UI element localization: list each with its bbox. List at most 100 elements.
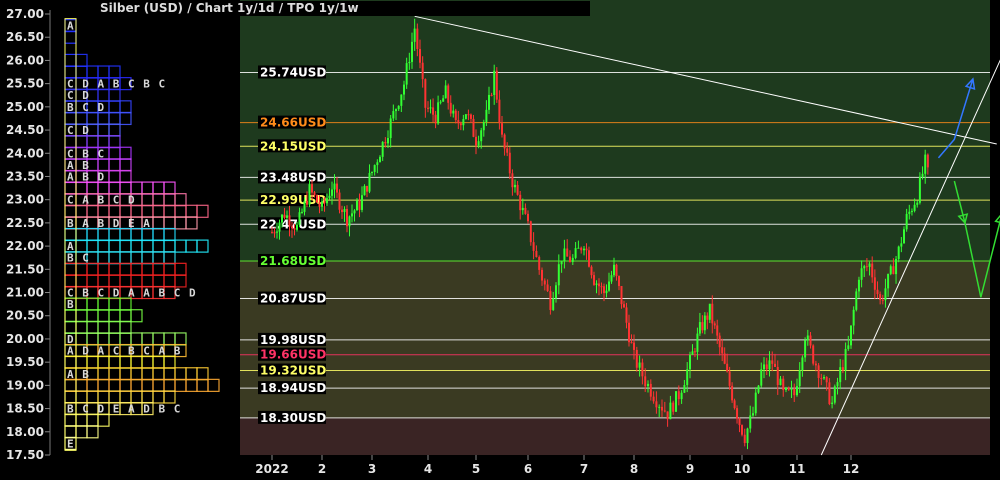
candle-body (429, 107, 432, 109)
candle-body (286, 215, 288, 218)
candle-body (713, 323, 716, 326)
tpo-box (163, 274, 176, 288)
candle-body (527, 213, 529, 222)
tpo-box (97, 88, 110, 102)
candle-body (871, 263, 874, 278)
tpo-box (141, 181, 154, 195)
tpo-letters: B A B D E A (67, 217, 151, 230)
y-tick-label: 22.50 (6, 216, 44, 230)
y-tick-label: 25.50 (6, 77, 44, 91)
candle-body (910, 210, 913, 212)
tpo-box (163, 193, 176, 207)
candle-body (432, 107, 435, 115)
candle-body (723, 353, 726, 364)
tpo-box (75, 390, 88, 404)
tpo-box (119, 204, 132, 218)
candle-body (563, 248, 566, 261)
candle-body (680, 392, 683, 400)
y-tick-label: 27.00 (6, 7, 44, 21)
tpo-box (141, 251, 154, 265)
candle-body (281, 214, 283, 223)
candle-body (348, 216, 351, 227)
candle-body (658, 406, 661, 408)
y-tick-label: 19.00 (6, 378, 44, 392)
candle-body (366, 185, 368, 192)
tpo-box (174, 274, 187, 288)
y-tick-label: 19.50 (6, 355, 44, 369)
tpo-box (152, 332, 165, 346)
tpo-box (141, 262, 154, 276)
candle-body (569, 256, 571, 262)
tpo-box (185, 239, 198, 253)
projection-bear (953, 180, 1000, 298)
y-tick-label: 21.00 (6, 286, 44, 300)
candle-body (884, 288, 887, 301)
tpo-box (97, 181, 110, 195)
candle-body (283, 214, 286, 218)
tpo-letters: C D (67, 89, 90, 102)
tpo-box (64, 111, 77, 126)
price-level-label-bg (258, 363, 326, 377)
tpo-letters: C D A B C B C (67, 78, 166, 91)
candle-body (439, 101, 442, 103)
background-band (240, 0, 990, 261)
tpo-box (119, 77, 132, 91)
candle-body (823, 376, 825, 379)
tpo-box (152, 262, 165, 276)
candle-body (368, 172, 371, 192)
candle-body (641, 362, 644, 377)
candle-body (771, 360, 774, 364)
tpo-box (152, 355, 165, 369)
candle-body (610, 275, 613, 282)
candle-body (475, 136, 477, 146)
tpo-box (97, 239, 110, 253)
candle-body (308, 184, 311, 205)
candle-body (495, 70, 498, 100)
candle-body (638, 362, 641, 368)
candle-body (793, 389, 796, 396)
candle-body (608, 281, 610, 291)
tpo-box (108, 332, 121, 346)
tpo-box (97, 227, 110, 242)
candle-body (706, 315, 709, 320)
tpo-box (97, 65, 110, 79)
tpo-box (119, 367, 132, 381)
tpo-box (97, 320, 110, 334)
tpo-box (64, 320, 77, 334)
tpo-box (141, 367, 154, 381)
candle-body (271, 232, 273, 234)
tpo-box (97, 367, 110, 381)
price-level-label-bg (258, 253, 326, 267)
candle-body (552, 298, 555, 310)
tpo-box (86, 181, 99, 195)
tpo-box (75, 65, 88, 79)
candle-body (873, 277, 876, 290)
tpo-box (64, 30, 77, 44)
tpo-box (119, 227, 132, 242)
tpo-box (97, 309, 110, 323)
candle-body (501, 123, 503, 135)
tpo-box (86, 135, 99, 149)
tpo-box (141, 193, 154, 207)
tpo-box (196, 204, 209, 218)
candle-body (669, 402, 672, 420)
tpo-box (152, 390, 165, 404)
price-level-label-bg (258, 115, 326, 129)
tpo-box (185, 216, 198, 230)
candle-body (376, 162, 379, 166)
price-level-label-bg (258, 381, 326, 395)
tpo-box (207, 378, 220, 392)
candle-body (588, 250, 590, 267)
candle-body (647, 383, 649, 387)
tpo-box (64, 274, 77, 288)
tpo-box (75, 135, 88, 149)
trend-line-downtrend (414, 15, 997, 145)
candle-body (666, 411, 669, 420)
candle-body (630, 342, 633, 344)
tpo-letters: A (67, 240, 75, 253)
candle-body (541, 269, 543, 281)
tpo-box (75, 204, 88, 218)
tpo-box (130, 227, 143, 242)
tpo-box (152, 251, 165, 265)
projection-arrowhead (964, 77, 976, 90)
